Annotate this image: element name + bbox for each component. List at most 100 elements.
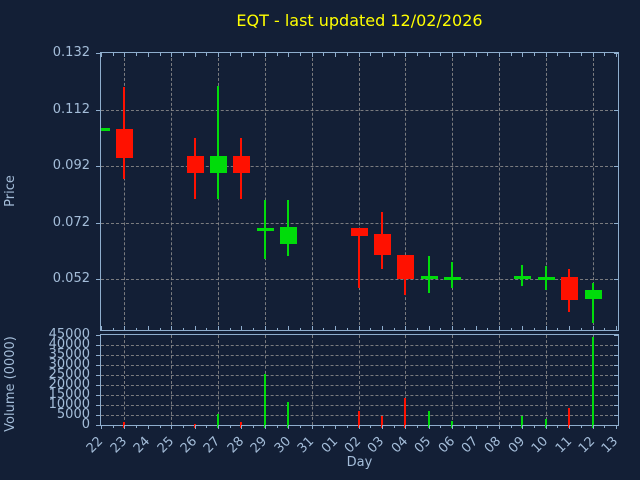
candle-body-down [116,129,134,158]
axis-tick [545,326,547,330]
day-gridline [545,335,547,425]
day-gridline [405,53,407,330]
axis-tick [545,53,547,57]
axis-tick [614,415,618,416]
axis-tick [112,327,114,330]
axis-tick [592,53,594,57]
x-tick-label-text: 11 [552,434,575,457]
axis-tick [171,425,173,429]
axis-tick [264,425,266,429]
axis-tick [604,53,606,56]
axis-tick [463,53,465,56]
axis-tick [311,326,313,330]
axis-tick [147,53,149,57]
volume-bar-down [380,416,383,428]
axis-tick [614,345,618,346]
volume-bar-down [357,411,360,428]
axis-tick [182,327,184,330]
axis-tick [522,425,524,429]
day-gridline [358,335,360,425]
volume-bar-up [521,416,524,428]
volume-tick-label: 5000 [56,407,90,422]
price-plot [100,52,619,331]
axis-tick [299,425,301,428]
axis-tick [381,326,383,330]
axis-tick [346,53,348,56]
axis-tick [393,425,395,428]
candle-body-up [444,276,462,280]
axis-tick [498,53,500,57]
x-tick-label-text: 12 [575,434,599,457]
axis-tick [557,53,559,56]
volume-bar-down [404,398,407,428]
price-tick-label: 0.132 [52,45,90,60]
axis-tick [370,425,372,428]
day-gridline [171,335,173,425]
axis-tick [487,425,489,428]
axis-tick [534,425,536,428]
candle-wick [591,283,594,323]
axis-tick [592,425,594,429]
axis-tick [475,53,477,57]
volume-bar-up [544,418,547,428]
axis-tick [522,326,524,330]
axis-tick [569,53,571,57]
axis-tick [510,53,512,56]
candle-body-up [420,276,438,280]
x-tick-label-text: 01 [318,434,341,457]
axis-tick [101,53,102,57]
volume-bar-up [591,336,594,428]
price-axis-label: Price [3,175,18,207]
x-tick-label-text: 28 [224,434,248,457]
axis-tick [311,53,313,57]
axis-tick [96,415,100,416]
axis-tick [96,365,100,366]
axis-tick [96,425,100,426]
candle-wick [451,262,454,288]
axis-tick [171,53,173,57]
candle-body-up [280,226,298,244]
x-tick-label-text: 22 [84,434,107,457]
volume-gridline [101,365,618,366]
axis-tick [614,222,618,224]
axis-tick [96,375,100,376]
axis-tick [229,327,231,330]
candle-wick [427,255,430,294]
axis-tick [428,326,430,330]
axis-tick [370,53,372,56]
day-gridline [311,335,313,425]
axis-tick [253,425,255,428]
day-gridline [498,335,500,425]
axis-tick [614,335,618,336]
axis-tick [452,326,454,330]
volume-gridline [101,375,618,376]
axis-tick [614,109,618,111]
axis-tick [358,425,360,429]
axis-tick [463,425,465,428]
axis-tick [475,425,477,429]
axis-tick [218,53,220,57]
axis-tick [276,425,278,428]
axis-tick [534,53,536,56]
candle-wick [217,85,220,199]
axis-tick [124,326,126,330]
axis-tick [440,425,442,428]
axis-tick [96,53,100,54]
axis-tick [171,326,173,330]
axis-tick [405,53,407,57]
volume-bar-down [240,421,243,428]
axis-tick [96,279,100,281]
axis-tick [96,385,100,386]
axis-tick [182,425,184,428]
axis-tick [96,335,100,336]
candle-body-up [210,156,228,174]
axis-tick [580,327,582,330]
axis-tick [101,425,102,429]
axis-tick [417,327,419,330]
axis-tick [96,109,100,111]
volume-tick-label: 40000 [48,337,90,352]
axis-tick [452,425,454,429]
axis-tick [475,326,477,330]
axis-tick [112,425,114,428]
